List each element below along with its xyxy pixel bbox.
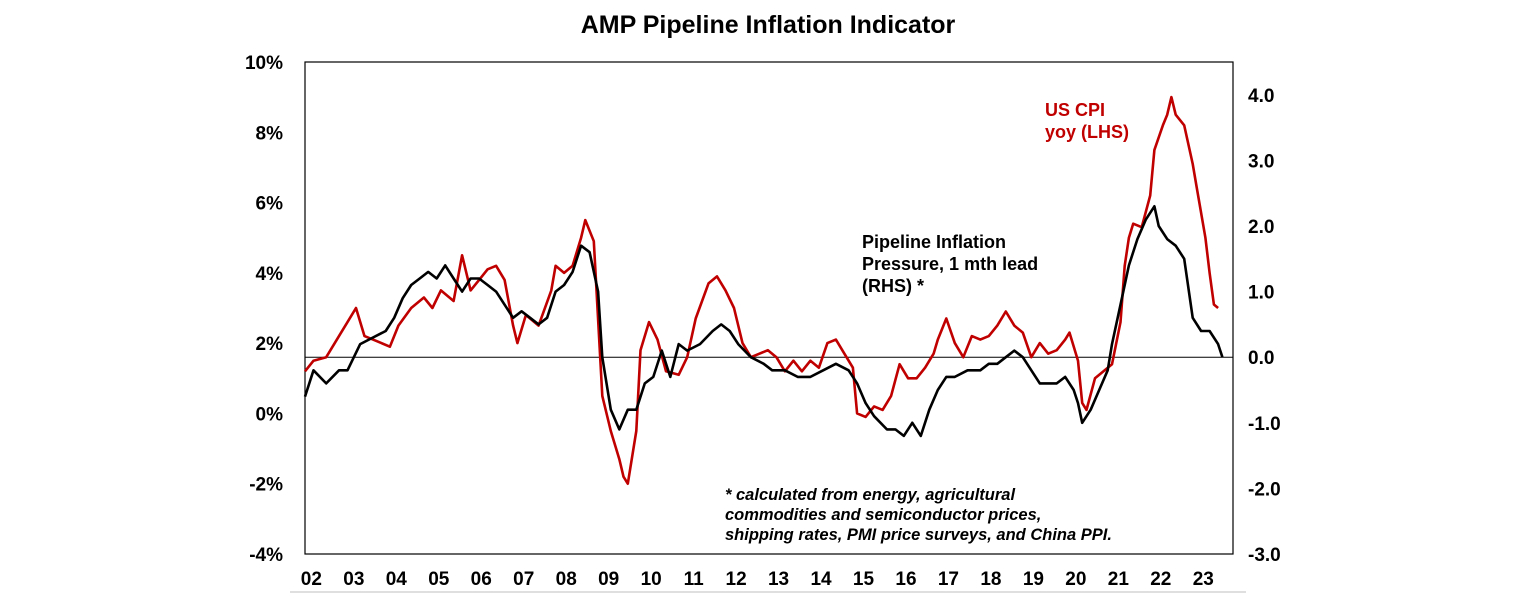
left-tick-label: -4% (249, 545, 283, 566)
footnote-line-2: commodities and semiconductor prices, (725, 506, 1041, 524)
cpi-label-line-2: yoy (LHS) (1045, 122, 1129, 142)
left-tick-label: -2% (249, 475, 283, 496)
x-tick-label: 14 (810, 569, 832, 590)
x-tick-label: 21 (1108, 569, 1130, 590)
x-tick-label: 12 (726, 569, 747, 590)
x-tick-label: 03 (343, 569, 364, 590)
plot-area-border (304, 61, 1234, 555)
us-cpi-line (303, 95, 1219, 486)
x-tick-label: 02 (301, 569, 322, 590)
left-tick-label: 2% (256, 334, 284, 355)
left-axis: 10% 8% 6% 4% 2% 0% -2% -4% (245, 53, 283, 566)
right-axis: 4.0 3.0 2.0 1.0 0.0 -1.0 -2.0 -3.0 (1248, 86, 1281, 566)
x-tick-label: 10 (641, 569, 662, 590)
right-tick-label: -1.0 (1248, 414, 1281, 435)
right-tick-label: -3.0 (1248, 545, 1281, 566)
pipeline-label-line-3: (RHS) * (862, 276, 924, 296)
right-tick-label: 1.0 (1248, 283, 1274, 304)
x-tick-label: 13 (768, 569, 789, 590)
right-tick-label: 3.0 (1248, 151, 1274, 172)
pipeline-label-line-1: Pipeline Inflation (862, 232, 1006, 252)
x-tick-label: 07 (513, 569, 534, 590)
chart-title: AMP Pipeline Inflation Indicator (581, 11, 956, 39)
x-axis: 02 03 04 05 06 07 08 09 10 11 12 13 14 15 16 17 18 19 20 21… (301, 569, 1214, 590)
pipeline-label-line-2: Pressure, 1 mth lead (862, 254, 1038, 274)
pipeline-inflation-line (303, 205, 1224, 438)
x-tick-label: 06 (471, 569, 492, 590)
left-tick-label: 4% (256, 264, 284, 285)
x-tick-label: 15 (853, 569, 875, 590)
x-tick-label: 11 (684, 569, 705, 590)
cpi-label-line-1: US CPI (1045, 100, 1105, 120)
right-tick-label: -2.0 (1248, 479, 1281, 500)
x-tick-label: 05 (428, 569, 450, 590)
left-tick-label: 10% (245, 53, 283, 74)
x-tick-label: 20 (1065, 569, 1086, 590)
left-tick-label: 6% (256, 194, 284, 215)
left-tick-label: 0% (256, 404, 284, 425)
x-tick-label: 16 (895, 569, 916, 590)
x-tick-label: 19 (1023, 569, 1044, 590)
x-tick-label: 22 (1150, 569, 1171, 590)
right-tick-label: 2.0 (1248, 217, 1274, 238)
left-tick-label: 8% (256, 123, 284, 144)
right-tick-label: 4.0 (1248, 86, 1274, 107)
x-tick-label: 04 (386, 569, 408, 590)
footnote-line-3: shipping rates, PMI price surveys, and C… (725, 526, 1112, 544)
x-tick-label: 23 (1193, 569, 1214, 590)
footnote-line-1: * calculated from energy, agricultural (725, 486, 1015, 504)
right-tick-label: 0.0 (1248, 348, 1274, 369)
x-tick-label: 09 (598, 569, 619, 590)
x-tick-label: 17 (938, 569, 959, 590)
x-tick-label: 08 (556, 569, 577, 590)
x-tick-label: 18 (980, 569, 1001, 590)
